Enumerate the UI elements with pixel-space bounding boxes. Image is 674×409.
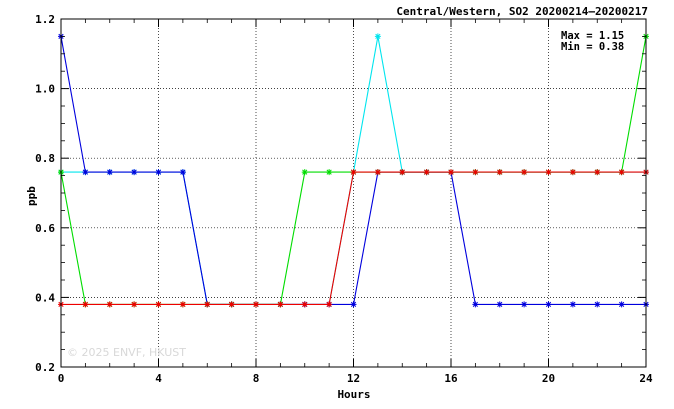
- data-point-marker: [106, 169, 113, 176]
- data-point-marker: [569, 301, 576, 308]
- data-point-marker: [301, 169, 308, 176]
- y-tick-label: 0.4: [35, 291, 55, 304]
- data-point-marker: [179, 169, 186, 176]
- data-point-marker: [106, 301, 113, 308]
- data-point-marker: [423, 169, 430, 176]
- data-point-marker: [594, 301, 601, 308]
- axes: [60, 18, 647, 368]
- x-tick-label: 4: [155, 372, 162, 385]
- data-point-marker: [253, 301, 259, 308]
- data-point-marker: [472, 169, 479, 176]
- data-point-marker: [179, 301, 186, 308]
- tick-labels: 0 4 8 12 16 20 24 0.2 0.4 0.6 0.8 1.0 1.2: [35, 13, 653, 385]
- data-point-marker: [521, 301, 528, 308]
- x-tick-label: 0: [58, 372, 65, 385]
- max-annotation: Max = 1.15: [561, 30, 624, 42]
- data-point-marker: [350, 301, 357, 308]
- y-tick-label: 1.2: [35, 13, 55, 26]
- x-tick-label: 8: [253, 372, 260, 385]
- data-point-marker: [374, 169, 381, 176]
- data-point-marker: [521, 169, 528, 176]
- x-tick-label: 16: [444, 372, 458, 385]
- y-tick-label: 1.0: [35, 83, 55, 96]
- y-tick-label: 0.2: [35, 361, 55, 374]
- series-group: [58, 33, 649, 308]
- data-point-marker: [618, 169, 625, 176]
- data-point-marker: [204, 301, 211, 308]
- data-point-marker: [131, 169, 138, 176]
- data-point-marker: [569, 169, 576, 176]
- data-point-marker: [496, 301, 503, 308]
- data-point-marker: [228, 301, 235, 308]
- data-point-marker: [545, 301, 552, 308]
- watermark: © 2025 ENVF, HKUST: [67, 346, 186, 359]
- data-point-marker: [374, 33, 381, 40]
- data-point-marker: [594, 169, 601, 176]
- data-point-marker: [618, 301, 625, 308]
- data-point-marker: [326, 301, 333, 308]
- min-annotation: Min = 0.38: [561, 41, 624, 53]
- y-axis-label: ppb: [25, 186, 38, 206]
- data-point-marker: [350, 169, 357, 176]
- x-tick-label: 12: [347, 372, 360, 385]
- x-axis-label: Hours: [337, 388, 370, 401]
- data-point-marker: [155, 169, 162, 176]
- data-point-marker: [326, 169, 333, 176]
- data-point-marker: [545, 169, 552, 176]
- chart-title: Central/Western, SO2 20200214–20200217: [396, 5, 648, 18]
- data-point-marker: [277, 301, 284, 308]
- x-tick-label: 24: [639, 372, 653, 385]
- data-point-marker: [399, 169, 406, 176]
- data-point-marker: [155, 301, 162, 308]
- data-point-marker: [472, 301, 479, 308]
- data-point-marker: [82, 301, 89, 308]
- y-tick-label: 0.8: [35, 152, 55, 165]
- data-point-marker: [301, 301, 308, 308]
- data-point-marker: [82, 169, 89, 176]
- x-tick-label: 20: [542, 372, 555, 385]
- data-point-marker: [131, 301, 138, 308]
- grid-lines: [61, 19, 646, 367]
- data-point-marker: [496, 169, 503, 176]
- series-4: [58, 169, 649, 308]
- y-tick-label: 0.6: [35, 222, 55, 235]
- data-point-marker: [448, 169, 454, 176]
